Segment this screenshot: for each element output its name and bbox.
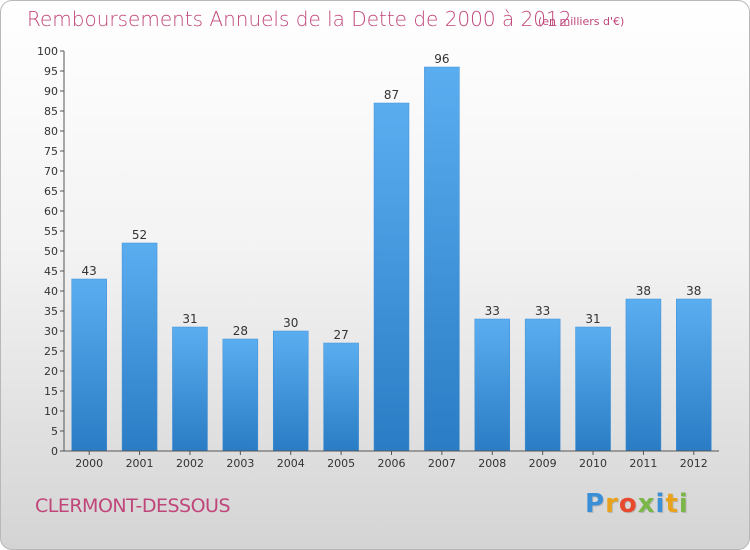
y-tick-label: 95 (44, 65, 58, 78)
value-label: 38 (686, 284, 701, 298)
y-tick-label: 55 (44, 225, 58, 238)
bar-2012 (676, 298, 712, 452)
x-tick-label: 2003 (226, 457, 254, 470)
bar-2006 (373, 102, 410, 452)
commune-name: CLERMONT-DESSOUS (35, 495, 231, 517)
y-tick-label: 100 (37, 45, 58, 58)
unit-note: (en milliers d'€) (538, 15, 625, 28)
chart-title: Remboursements Annuels de la Dette de 20… (27, 7, 572, 31)
y-tick-label: 40 (44, 285, 58, 298)
logo-letter: t (665, 489, 679, 519)
value-label: 30 (283, 316, 298, 330)
y-tick-label: 25 (44, 345, 58, 358)
value-label: 28 (233, 324, 248, 338)
y-tick-label: 65 (44, 185, 58, 198)
x-tick-label: 2008 (478, 457, 506, 470)
y-tick-label: 20 (44, 365, 58, 378)
bar-2010 (575, 326, 611, 452)
y-tick-label: 70 (44, 165, 58, 178)
logo-letter: o (618, 489, 638, 519)
bar-2003 (222, 338, 259, 452)
x-tick-label: 2011 (629, 457, 657, 470)
bars: 43 52 31 28 30 27 87 96 33 33 31 38 38 (71, 52, 712, 452)
value-label: 27 (333, 328, 348, 342)
y-tick-label: 45 (44, 265, 58, 278)
value-label: 31 (585, 312, 600, 326)
x-tick-label: 2006 (378, 457, 406, 470)
x-tick-label: 2009 (529, 457, 557, 470)
bar-2001 (121, 242, 158, 452)
y-tick-label: 10 (44, 405, 58, 418)
y-tick-label: 35 (44, 305, 58, 318)
y-tick-label: 85 (44, 105, 58, 118)
y-tick-label: 60 (44, 205, 58, 218)
bar-2009 (524, 318, 561, 452)
value-label: 96 (434, 52, 449, 66)
logo-letter: x (637, 489, 656, 519)
logo-letter: P (585, 489, 606, 519)
x-tick-label: 2001 (126, 457, 154, 470)
logo-letter: r (605, 489, 619, 519)
value-label: 33 (485, 304, 500, 318)
y-tick-label: 75 (44, 145, 58, 158)
logo-letter: i (678, 489, 689, 519)
axes: 2000 2001 2002 2003 2004 2005 2006 2007 2008 2009… (37, 45, 719, 470)
bar-2008 (474, 318, 511, 452)
value-label: 43 (82, 264, 97, 278)
value-label: 38 (636, 284, 651, 298)
bar-2004 (272, 330, 309, 452)
y-tick-label: 5 (51, 425, 58, 438)
y-tick-label: 50 (44, 245, 58, 258)
y-tick-label: 15 (44, 385, 58, 398)
y-tick-label: 30 (44, 325, 58, 338)
bar-2011 (625, 298, 662, 452)
y-tick-label: 80 (44, 125, 58, 138)
value-label: 33 (535, 304, 550, 318)
proxiti-logo: Proxiti (585, 489, 689, 519)
bar-2007 (424, 66, 460, 452)
value-label: 52 (132, 228, 147, 242)
y-tick-label: 90 (44, 85, 58, 98)
x-tick-label: 2000 (75, 457, 103, 470)
bar-2002 (172, 326, 208, 452)
y-tick-label: 0 (51, 445, 58, 458)
x-tick-label: 2012 (680, 457, 708, 470)
value-label: 87 (384, 88, 399, 102)
x-tick-label: 2010 (579, 457, 607, 470)
x-tick-label: 2002 (176, 457, 204, 470)
value-label: 31 (182, 312, 197, 326)
logo-letter: i (655, 489, 666, 519)
bar-2000 (71, 278, 107, 452)
x-tick-label: 2007 (428, 457, 456, 470)
bar-2005 (323, 342, 359, 452)
x-tick-label: 2005 (327, 457, 355, 470)
x-tick-label: 2004 (277, 457, 305, 470)
